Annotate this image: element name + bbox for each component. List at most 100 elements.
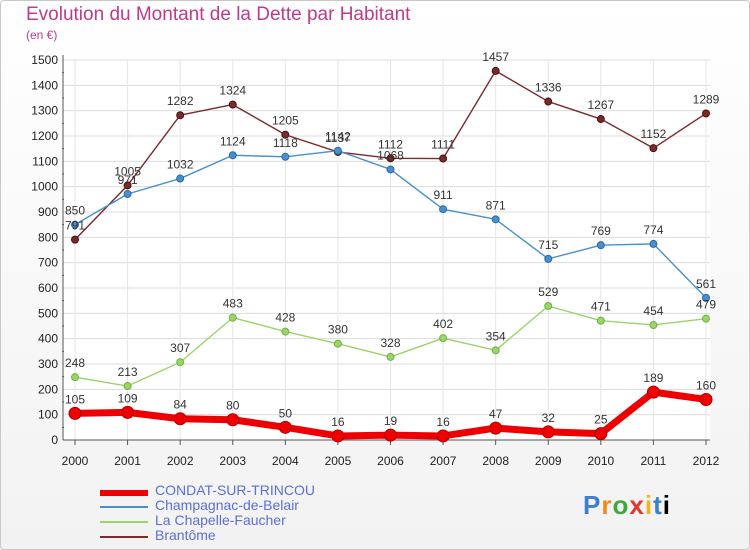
- legend-swatch-brantome: [100, 536, 148, 538]
- proxiti-logo: Proxiti: [583, 490, 671, 520]
- data-label-condat: 84: [173, 398, 187, 412]
- x-tick-label: 2011: [641, 454, 667, 468]
- x-tick-label: 2005: [325, 454, 352, 468]
- data-point-champagnac: [386, 165, 395, 174]
- data-label-chapelle: 471: [591, 300, 611, 314]
- data-label-chapelle: 380: [328, 323, 348, 337]
- y-tick-label: 100: [38, 408, 58, 422]
- data-label-brantome: 1336: [535, 81, 562, 95]
- x-tick-label: 2010: [587, 454, 614, 468]
- data-label-condat: 105: [65, 392, 85, 406]
- data-point-condat: [278, 420, 292, 434]
- data-label-condat: 189: [643, 371, 663, 385]
- data-label-chapelle: 307: [170, 341, 190, 355]
- y-tick-label: 1300: [31, 104, 58, 118]
- data-label-chapelle: 479: [696, 298, 716, 312]
- data-point-condat: [226, 413, 240, 427]
- data-label-condat: 32: [542, 411, 556, 425]
- x-tick-label: 2003: [219, 454, 246, 468]
- data-point-brantome: [71, 235, 79, 244]
- data-point-brantome: [439, 154, 448, 163]
- data-point-condat: [489, 421, 503, 435]
- data-label-condat: 16: [331, 415, 345, 429]
- y-tick-label: 400: [38, 332, 58, 346]
- data-label-chapelle: 354: [486, 329, 506, 343]
- data-label-champagnac: 561: [696, 277, 716, 291]
- data-point-champagnac: [281, 152, 290, 161]
- data-point-condat: [384, 428, 397, 442]
- x-tick-label: 2006: [377, 454, 404, 468]
- data-point-chapelle: [281, 327, 290, 336]
- y-tick-label: 500: [38, 306, 58, 320]
- legend-label-condat: CONDAT-SUR-TRINCOU: [155, 482, 315, 498]
- data-point-chapelle: [439, 334, 448, 343]
- x-tick-label: 2008: [482, 454, 509, 468]
- data-point-condat: [121, 405, 135, 419]
- data-label-brantome: 1205: [272, 114, 299, 128]
- data-label-champagnac: 1118: [273, 136, 298, 150]
- data-point-champagnac: [439, 205, 448, 214]
- data-label-chapelle: 402: [433, 317, 453, 331]
- x-tick-label: 2001: [114, 454, 141, 468]
- data-label-champagnac: 1032: [167, 158, 194, 172]
- data-point-champagnac: [544, 254, 553, 263]
- y-unit-label: (en €): [26, 28, 58, 42]
- data-point-condat: [646, 385, 660, 399]
- data-point-condat: [331, 429, 345, 443]
- y-tick-label: 300: [38, 357, 58, 371]
- data-point-condat: [68, 406, 82, 420]
- data-point-brantome: [596, 115, 605, 124]
- data-point-brantome: [544, 97, 553, 106]
- x-tick-label: 2007: [430, 454, 457, 468]
- legend-swatch-chapelle: [100, 521, 148, 523]
- data-label-champagnac: 911: [434, 188, 453, 202]
- data-label-condat: 160: [696, 378, 716, 392]
- data-label-brantome: 1112: [378, 137, 403, 151]
- data-label-brantome: 1152: [641, 127, 667, 141]
- data-label-chapelle: 483: [223, 297, 243, 311]
- legend-label-brantome: Brantôme: [155, 527, 216, 543]
- data-point-champagnac: [596, 241, 605, 250]
- data-point-brantome: [123, 181, 132, 190]
- legend-swatch-condat: [100, 490, 148, 496]
- data-label-condat: 50: [279, 406, 293, 420]
- x-tick-label: 2002: [167, 454, 194, 468]
- data-label-champagnac: 715: [538, 238, 558, 252]
- data-point-chapelle: [176, 358, 185, 367]
- plot-area: [63, 60, 710, 440]
- data-point-chapelle: [333, 339, 342, 348]
- data-point-chapelle: [702, 314, 710, 323]
- y-tick-label: 1400: [31, 78, 58, 92]
- data-point-brantome: [176, 111, 185, 120]
- chart-title: Evolution du Montant de la Dette par Hab…: [26, 4, 411, 25]
- data-point-brantome: [228, 100, 237, 109]
- data-point-chapelle: [491, 346, 500, 355]
- data-point-champagnac: [491, 215, 500, 224]
- data-point-brantome: [491, 66, 500, 75]
- y-tick-label: 200: [38, 382, 58, 396]
- data-label-condat: 16: [436, 415, 450, 429]
- x-tick-label: 2009: [535, 454, 562, 468]
- data-label-brantome: 1457: [482, 50, 509, 64]
- data-point-chapelle: [386, 352, 395, 361]
- x-tick-label: 2004: [272, 454, 299, 468]
- data-point-condat: [541, 425, 555, 439]
- y-tick-label: 900: [38, 205, 58, 219]
- data-point-brantome: [649, 144, 658, 153]
- data-point-champagnac: [228, 151, 237, 160]
- y-tick-label: 700: [38, 256, 58, 270]
- data-label-champagnac: 774: [643, 223, 663, 237]
- data-label-brantome: 791: [65, 219, 85, 233]
- y-tick-label: 1000: [31, 180, 58, 194]
- data-label-brantome: 1282: [167, 94, 194, 108]
- data-point-champagnac: [333, 146, 342, 155]
- data-label-champagnac: 1068: [377, 148, 404, 162]
- data-point-chapelle: [228, 313, 237, 322]
- data-label-brantome: 1324: [219, 84, 246, 98]
- data-point-chapelle: [123, 382, 132, 391]
- data-label-condat: 80: [226, 399, 240, 413]
- data-label-champagnac: 971: [118, 173, 138, 187]
- data-label-champagnac: 1124: [220, 134, 246, 148]
- data-point-brantome: [386, 154, 395, 163]
